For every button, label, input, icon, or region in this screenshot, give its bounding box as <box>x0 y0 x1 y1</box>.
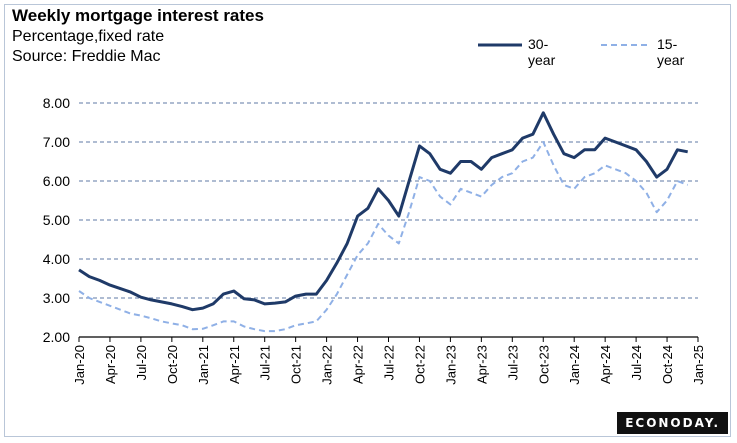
x-tick-label: Oct-22 <box>412 345 427 384</box>
x-tick-label: Jan-21 <box>196 345 211 385</box>
x-tick-label: Oct-21 <box>289 345 304 384</box>
y-tick-label: 5.00 <box>43 212 70 228</box>
x-tick-label: Apr-20 <box>103 345 118 384</box>
x-tick-label: Jul-23 <box>505 345 520 380</box>
legend-swatches <box>478 43 651 47</box>
x-tick-label: Jul-24 <box>629 345 644 380</box>
x-tick-label: Jul-21 <box>258 345 273 380</box>
x-tick-label: Jan-22 <box>320 345 335 385</box>
x-tick-label: Apr-24 <box>598 345 613 384</box>
y-tick-label: 3.00 <box>43 290 70 306</box>
x-tick-label: Apr-23 <box>474 345 489 384</box>
chart-source: Source: Freddie Mac <box>12 48 161 65</box>
legend-label-30-year: 30-year <box>528 36 556 68</box>
x-tick-label: Oct-23 <box>536 345 551 384</box>
x-tick-label: Apr-21 <box>227 345 242 384</box>
x-tick-label: Jan-24 <box>567 345 582 385</box>
y-tick-label: 7.00 <box>43 134 70 150</box>
series-line-30-year <box>78 111 688 312</box>
x-tick-label: Oct-20 <box>165 345 180 384</box>
econoday-logo: ECONODAY. <box>617 412 728 434</box>
y-tick-label: 6.00 <box>43 173 70 189</box>
y-tick-label: 2.00 <box>43 329 70 345</box>
series-line-15-year <box>78 141 689 333</box>
legend-label-15-year: 15-year <box>657 36 685 68</box>
x-tick-label: Jan-20 <box>72 345 87 385</box>
y-tick-label: 4.00 <box>43 251 70 267</box>
x-tick-label: Jan-23 <box>443 345 458 385</box>
chart-title: Weekly mortgage interest rates <box>12 6 264 25</box>
x-tick-label: Jan-25 <box>691 345 706 385</box>
x-tick-label: Apr-22 <box>351 345 366 384</box>
chart-frame <box>4 4 731 437</box>
x-tick-label: Jul-22 <box>382 345 397 380</box>
chart-subtitle: Percentage,fixed rate <box>12 28 165 45</box>
y-tick-label: 8.00 <box>43 95 70 111</box>
x-tick-label: Oct-24 <box>660 345 675 384</box>
x-tick-label: Jul-20 <box>134 345 149 380</box>
